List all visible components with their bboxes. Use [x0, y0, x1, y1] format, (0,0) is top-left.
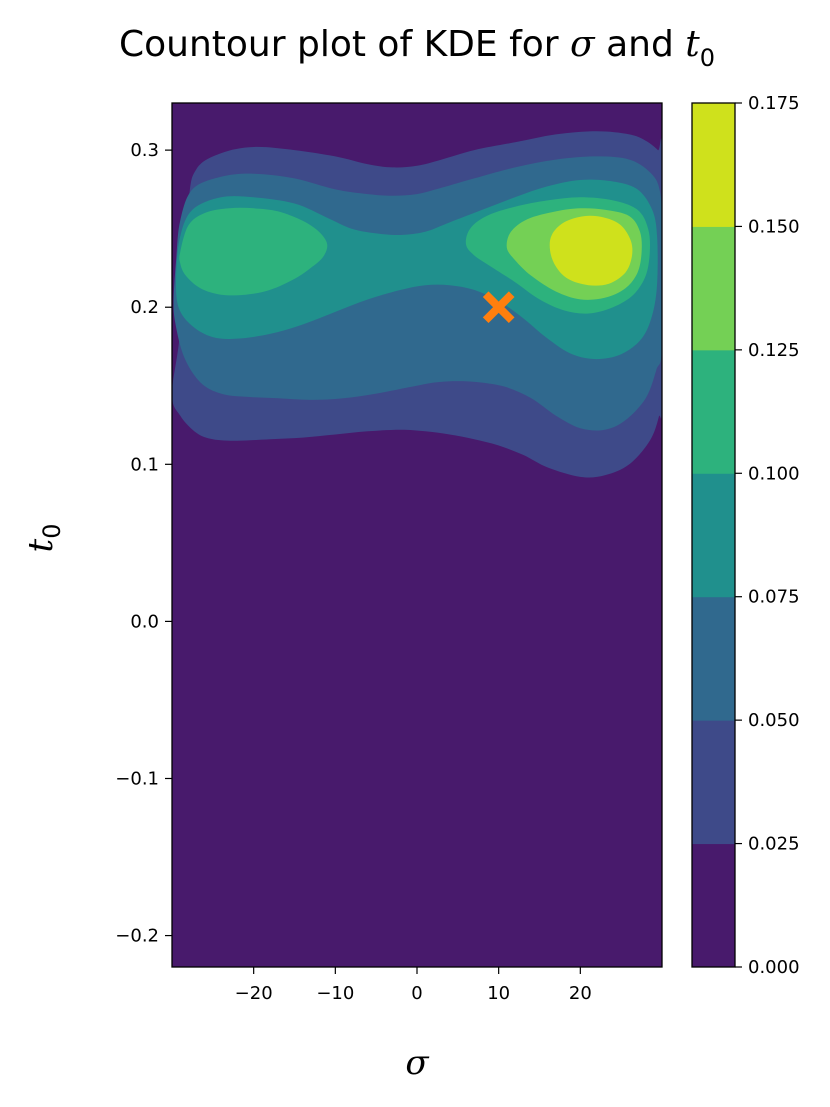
chart-title-prefix: Countour plot of KDE for — [119, 24, 570, 65]
x-tick-label: −10 — [316, 983, 354, 1004]
y-tick-label: 0.0 — [130, 611, 159, 632]
chart-title: Countour plot of KDE for σ and t0 — [119, 24, 715, 72]
colorbar-band-1 — [692, 720, 735, 845]
y-axis: 0.3 0.2 0.1 0.0 −0.1 −0.2 — [115, 140, 172, 947]
colorbar-tick-label: 0.000 — [748, 957, 800, 978]
chart-title-t: t — [685, 24, 700, 65]
x-tick-label: 10 — [487, 983, 510, 1004]
x-axis: −20 −10 0 10 20 — [235, 967, 592, 1004]
x-tick-label: −20 — [235, 983, 273, 1004]
colorbar-band-5 — [692, 226, 735, 351]
colorbar — [692, 103, 735, 968]
y-tick-label: 0.3 — [130, 140, 159, 161]
contour-region-6-level-6 — [549, 215, 633, 286]
colorbar-ticks: 0.000 0.025 0.050 0.075 0.100 0.125 0.150 0.175 — [735, 93, 800, 978]
colorbar-tick-label: 0.050 — [748, 710, 800, 731]
colorbar-tick-label: 0.100 — [748, 463, 800, 484]
colorbar-band-2 — [692, 596, 735, 721]
x-tick-label: 20 — [569, 983, 592, 1004]
y-tick-label: −0.2 — [115, 926, 159, 947]
colorbar-tick-label: 0.075 — [748, 587, 800, 608]
colorbar-tick-label: 0.025 — [748, 834, 800, 855]
colorbar-band-4 — [692, 349, 735, 474]
y-axis-label-sub: 0 — [38, 524, 66, 539]
colorbar-band-6 — [692, 103, 735, 227]
contour-regions — [172, 131, 662, 478]
colorbar-tick-label: 0.150 — [748, 216, 800, 237]
chart-title-middle: and — [595, 24, 686, 65]
contour-region-3-level-4 — [179, 207, 328, 296]
marker-layer — [482, 291, 515, 324]
y-axis-label-sym: t — [21, 538, 61, 552]
y-tick-label: 0.2 — [130, 297, 159, 318]
colorbar-band-0 — [692, 843, 735, 968]
marker-x — [482, 291, 515, 324]
chart-title-sub: 0 — [700, 44, 715, 72]
y-axis-label: t0 — [21, 524, 66, 553]
colorbar-tick-label: 0.175 — [748, 93, 800, 114]
colorbar-tick-label: 0.125 — [748, 340, 800, 361]
colorbar-band-3 — [692, 473, 735, 598]
y-tick-label: −0.1 — [115, 768, 159, 789]
y-tick-label: 0.1 — [130, 454, 159, 475]
x-axis-label: σ — [405, 1043, 429, 1083]
x-tick-label: 0 — [411, 983, 422, 1004]
colorbar-frame — [691, 102, 736, 968]
chart-title-sigma: σ — [570, 24, 596, 65]
